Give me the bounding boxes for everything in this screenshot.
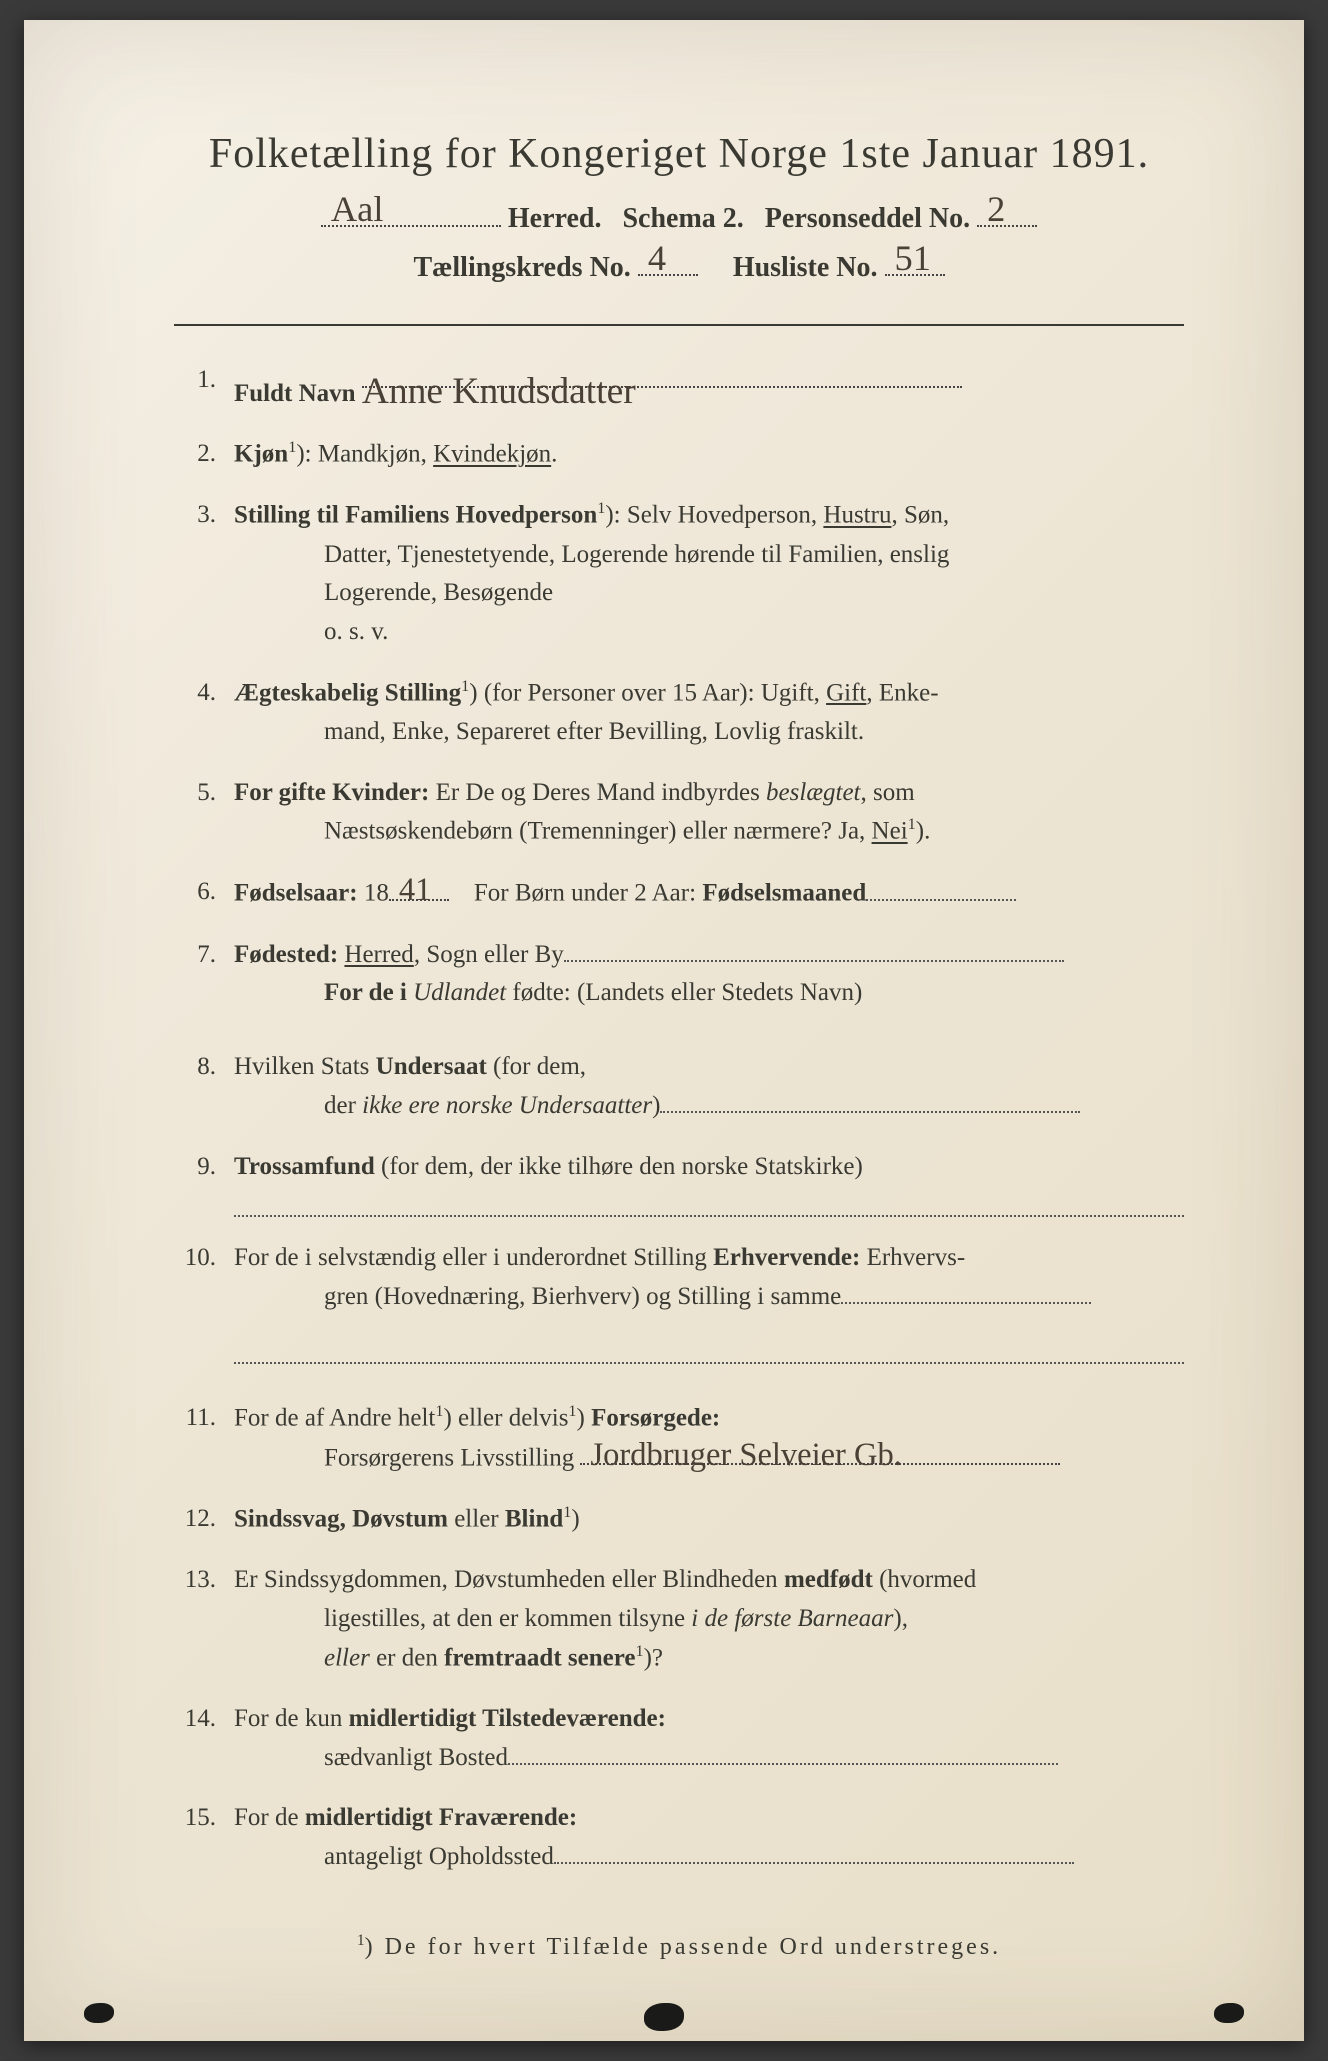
item-15: 15. For de midlertidigt Fraværende: anta… — [174, 1799, 1184, 1877]
item-4: 4. Ægteskabelig Stilling1) (for Personer… — [174, 674, 1184, 752]
husliste-field: 51 — [885, 245, 945, 276]
form-header: Folketælling for Kongeriget Norge 1ste J… — [174, 130, 1184, 284]
census-form-page: Folketælling for Kongeriget Norge 1ste J… — [24, 20, 1304, 2041]
form-subheader-1: Aal Herred. Schema 2. Personseddel No. 2 — [174, 196, 1184, 235]
year-field: 41 — [389, 873, 449, 901]
item-12: 12. Sindssvag, Døvstum eller Blind1) — [174, 1500, 1184, 1539]
herred-field: Aal — [321, 196, 501, 227]
item-13: 13. Er Sindssygdommen, Døvstumheden elle… — [174, 1561, 1184, 1678]
form-title: Folketælling for Kongeriget Norge 1ste J… — [174, 130, 1184, 178]
item-1: 1. Fuldt Navn Anne Knudsdatter — [174, 361, 1184, 414]
tear-icon — [1214, 2003, 1244, 2023]
item-5: 5. For gifte Kvinder: Er De og Deres Man… — [174, 774, 1184, 852]
divider — [174, 324, 1184, 326]
personseddel-field: 2 — [977, 196, 1037, 227]
item-2: 2. Kjøn1): Mandkjøn, Kvindekjøn. — [174, 435, 1184, 474]
tear-icon — [644, 2003, 684, 2031]
item-11: 11. For de af Andre helt1) eller delvis1… — [174, 1399, 1184, 1478]
name-field: Anne Knudsdatter — [362, 361, 962, 389]
item-14: 14. For de kun midlertidigt Tilstedevære… — [174, 1700, 1184, 1778]
item-10: 10. For de i selvstændig eller i underor… — [174, 1239, 1184, 1364]
item-9: 9. Trossamfund (for dem, der ikke tilhør… — [174, 1148, 1184, 1218]
paper-defects — [24, 2003, 1304, 2031]
kreds-field: 4 — [638, 245, 698, 276]
livsstilling-field: Jordbruger Selveier Gb. — [580, 1438, 1060, 1466]
item-6: 6. Fødselsaar: 1841 For Børn under 2 Aar… — [174, 873, 1184, 913]
item-8: 8. Hvilken Stats Undersaat (for dem, der… — [174, 1048, 1184, 1126]
item-3: 3. Stilling til Familiens Hovedperson1):… — [174, 496, 1184, 651]
form-items: 1. Fuldt Navn Anne Knudsdatter 2. Kjøn1)… — [174, 361, 1184, 1877]
tear-icon — [84, 2003, 114, 2023]
footnote: 1) De for hvert Tilfælde passende Ord un… — [174, 1932, 1184, 1961]
item-7: 7. Fødested: Herred, Sogn eller By For d… — [174, 936, 1184, 1014]
form-subheader-2: Tællingskreds No. 4 Husliste No. 51 — [174, 245, 1184, 284]
